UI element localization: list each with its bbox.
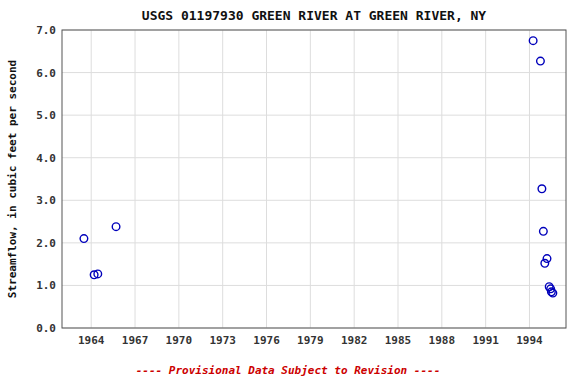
y-tick-label: 2.0 — [36, 237, 56, 250]
point — [543, 255, 551, 263]
point — [538, 185, 546, 193]
grid-line — [398, 30, 399, 328]
point — [540, 228, 548, 236]
grid-line — [178, 30, 179, 328]
y-axis-label: Streamflow, in cubic feet per second — [6, 60, 19, 298]
point — [541, 259, 549, 267]
point — [549, 289, 557, 297]
y-tick-label: 1.0 — [36, 279, 56, 292]
footer-note: ---- Provisional Data Subject to Revisio… — [136, 364, 441, 377]
tick-labels: 1964 1967 1970 1973 1976 1979 1982 1985 1988 1991… — [36, 24, 543, 347]
grid-line — [529, 30, 530, 328]
grid-line — [91, 30, 92, 328]
grid-line — [135, 30, 136, 328]
grid-line — [354, 30, 355, 328]
grid-line — [441, 30, 442, 328]
y-tick-label: 7.0 — [36, 24, 56, 37]
point — [112, 223, 120, 231]
grid-line — [485, 30, 486, 328]
point — [80, 235, 88, 243]
points — [80, 37, 557, 297]
grid-line — [62, 72, 566, 73]
point — [529, 37, 537, 45]
x-tick-label: 1967 — [122, 334, 149, 347]
x-tick-label: 1964 — [78, 334, 105, 347]
grid-line — [266, 30, 267, 328]
title: USGS 01197930 GREEN RIVER AT GREEN RIVER… — [142, 8, 487, 23]
y-tick-label: 6.0 — [36, 67, 56, 80]
x-tick-label: 1973 — [209, 334, 236, 347]
plot-frame — [62, 30, 566, 328]
y-tick-label: 4.0 — [36, 152, 56, 165]
x-tick-label: 1988 — [429, 334, 456, 347]
chart: 1964 1967 1970 1973 1976 1979 1982 1985 1988 1991… — [0, 0, 576, 384]
grid-line — [62, 242, 566, 243]
point — [94, 270, 102, 278]
grid-line — [310, 30, 311, 328]
grid-line — [62, 115, 566, 116]
grid-line — [62, 157, 566, 158]
x-tick-label: 1976 — [253, 334, 280, 347]
x-tick-label: 1985 — [385, 334, 412, 347]
x-tick-label: 1982 — [341, 334, 368, 347]
grid-line — [222, 30, 223, 328]
grid-line — [62, 285, 566, 286]
x-tick-label: 1991 — [472, 334, 499, 347]
grid-line — [62, 200, 566, 201]
y-tick-label: 0.0 — [36, 322, 56, 335]
y-tick-label: 3.0 — [36, 194, 56, 207]
y-tick-label: 5.0 — [36, 109, 56, 122]
x-tick-label: 1970 — [166, 334, 193, 347]
background — [0, 0, 576, 384]
grid — [62, 30, 566, 328]
point — [537, 57, 545, 65]
x-tick-label: 1979 — [297, 334, 324, 347]
x-tick-label: 1994 — [516, 334, 543, 347]
